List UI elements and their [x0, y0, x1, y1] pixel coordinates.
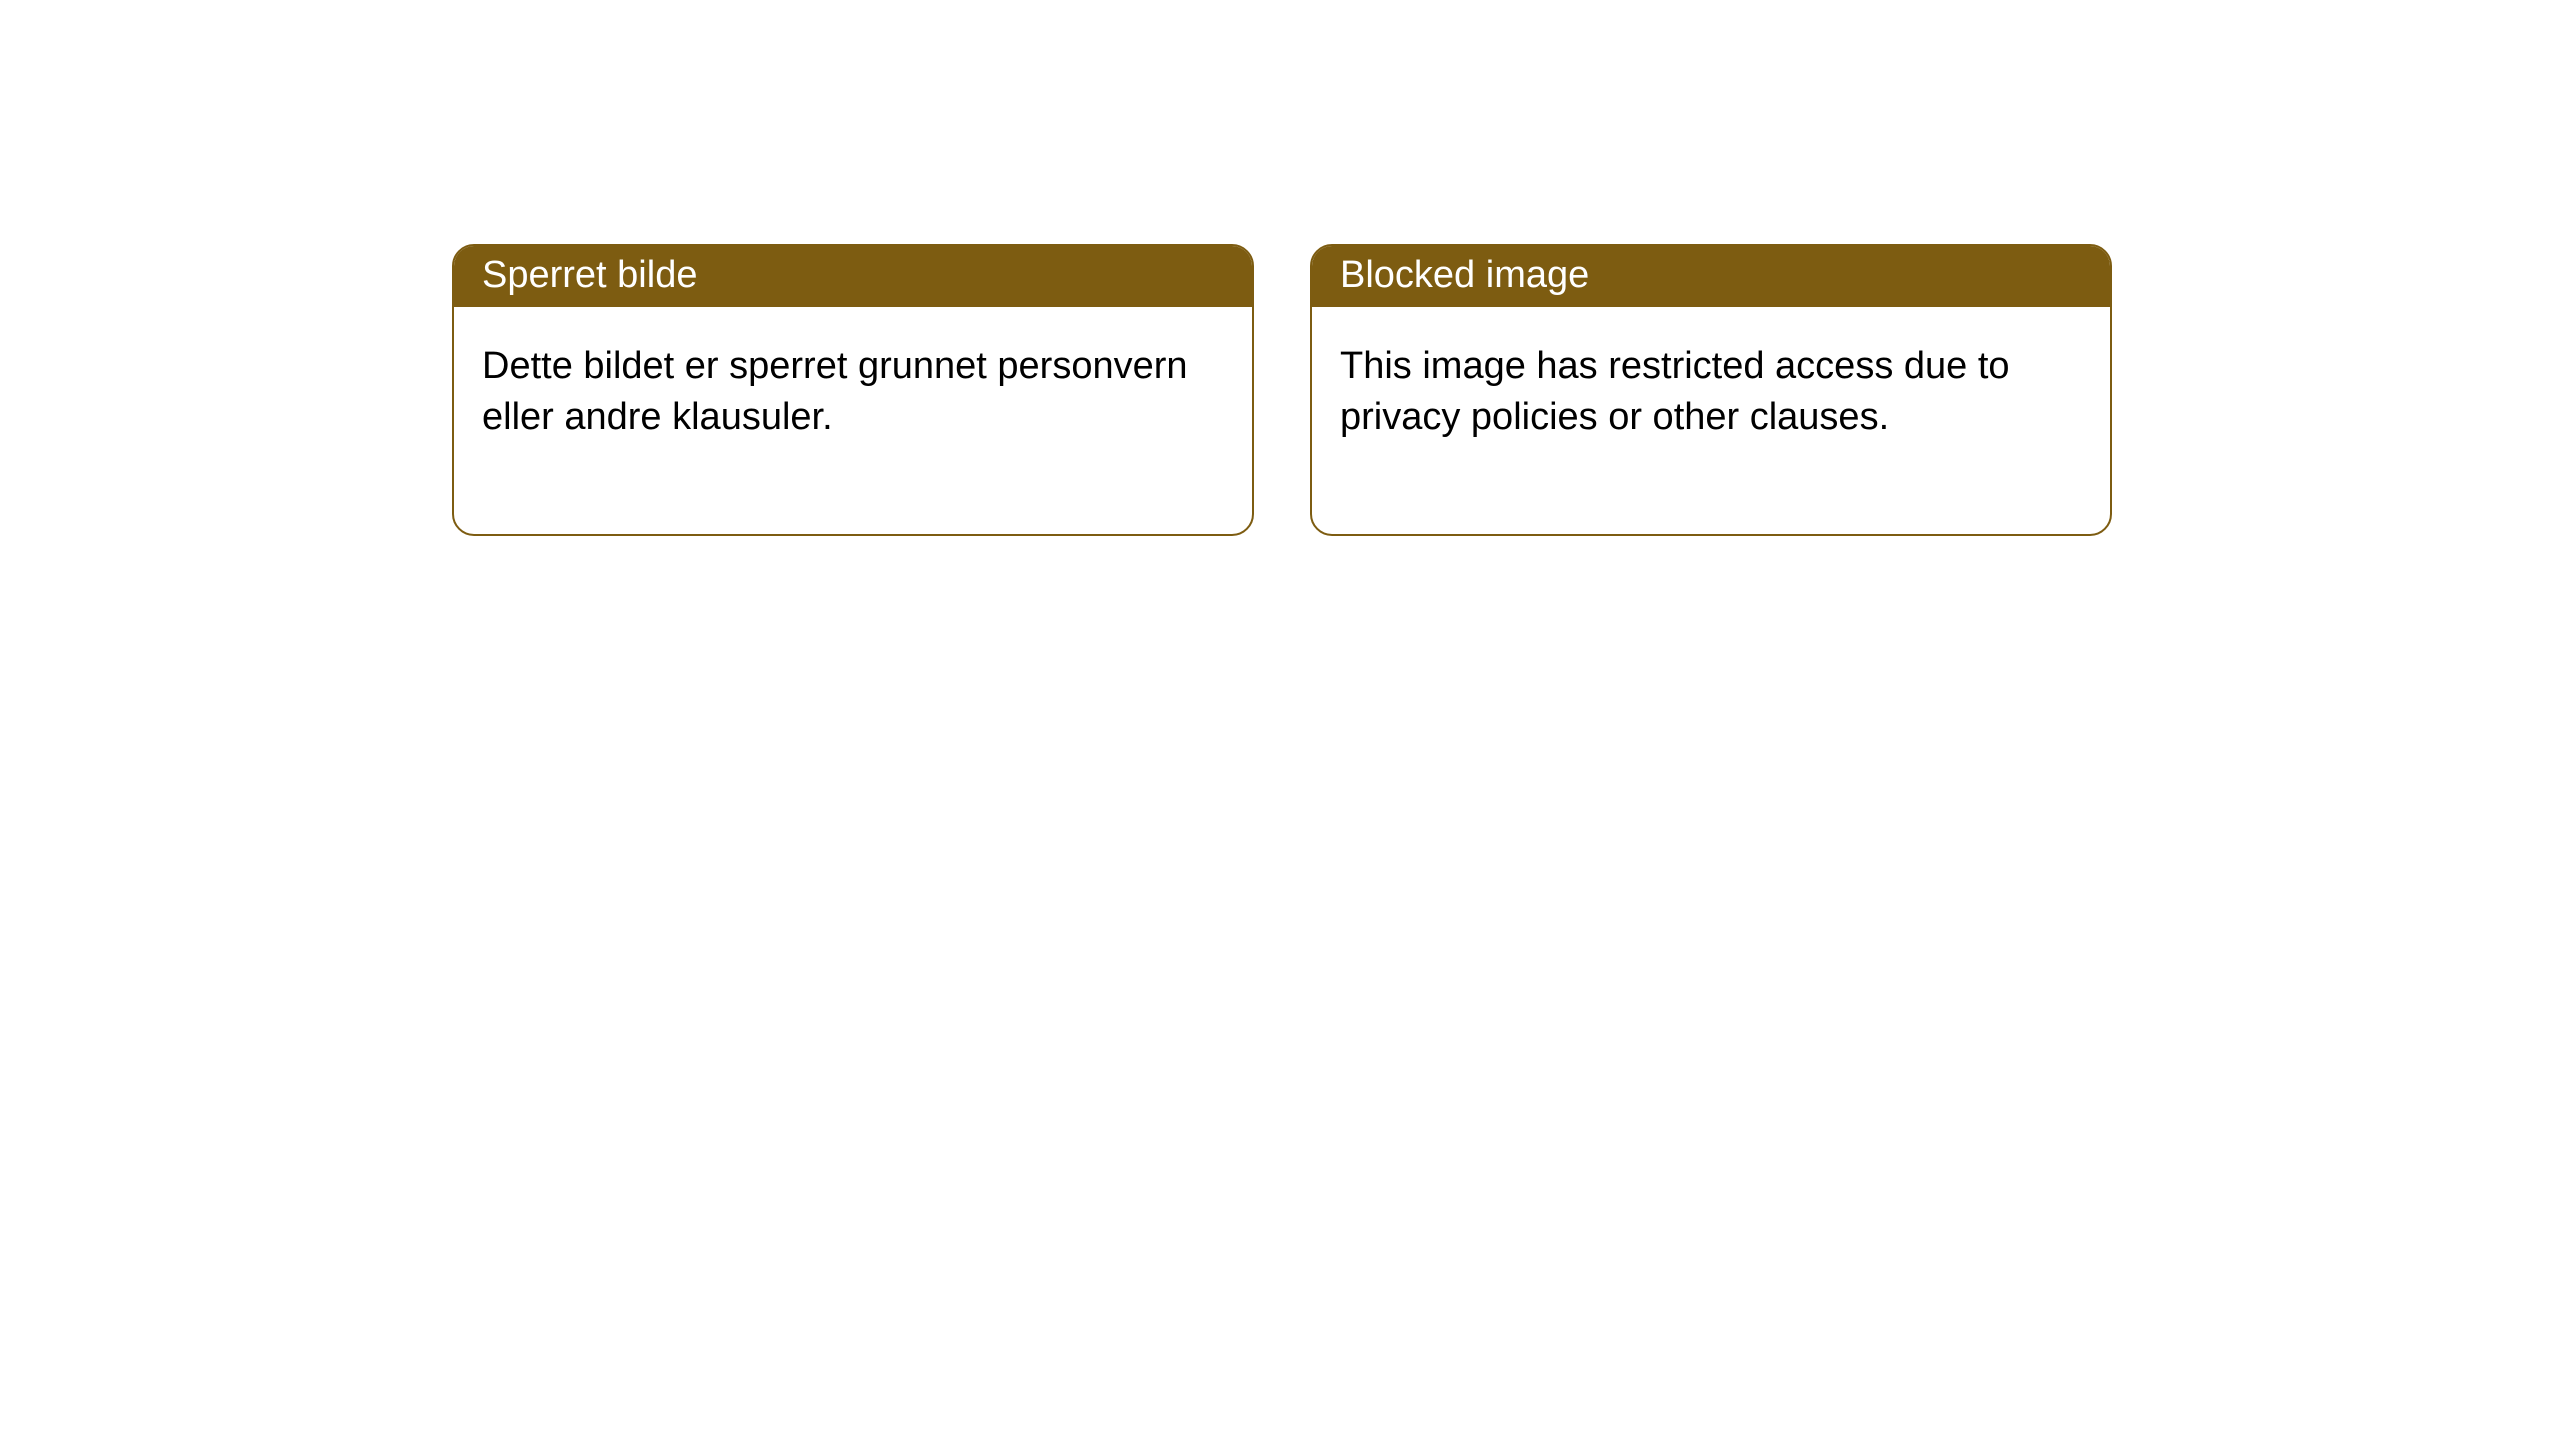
card-body: This image has restricted access due to … — [1312, 307, 2110, 534]
card-header: Sperret bilde — [454, 246, 1252, 307]
card-body-text: Dette bildet er sperret grunnet personve… — [482, 345, 1188, 438]
card-title: Sperret bilde — [482, 254, 697, 296]
blocked-image-card-no: Sperret bilde Dette bildet er sperret gr… — [452, 244, 1254, 536]
card-header: Blocked image — [1312, 246, 2110, 307]
notice-container: Sperret bilde Dette bildet er sperret gr… — [0, 0, 2560, 536]
card-title: Blocked image — [1340, 254, 1589, 296]
card-body-text: This image has restricted access due to … — [1340, 345, 2010, 438]
blocked-image-card-en: Blocked image This image has restricted … — [1310, 244, 2112, 536]
card-body: Dette bildet er sperret grunnet personve… — [454, 307, 1252, 534]
